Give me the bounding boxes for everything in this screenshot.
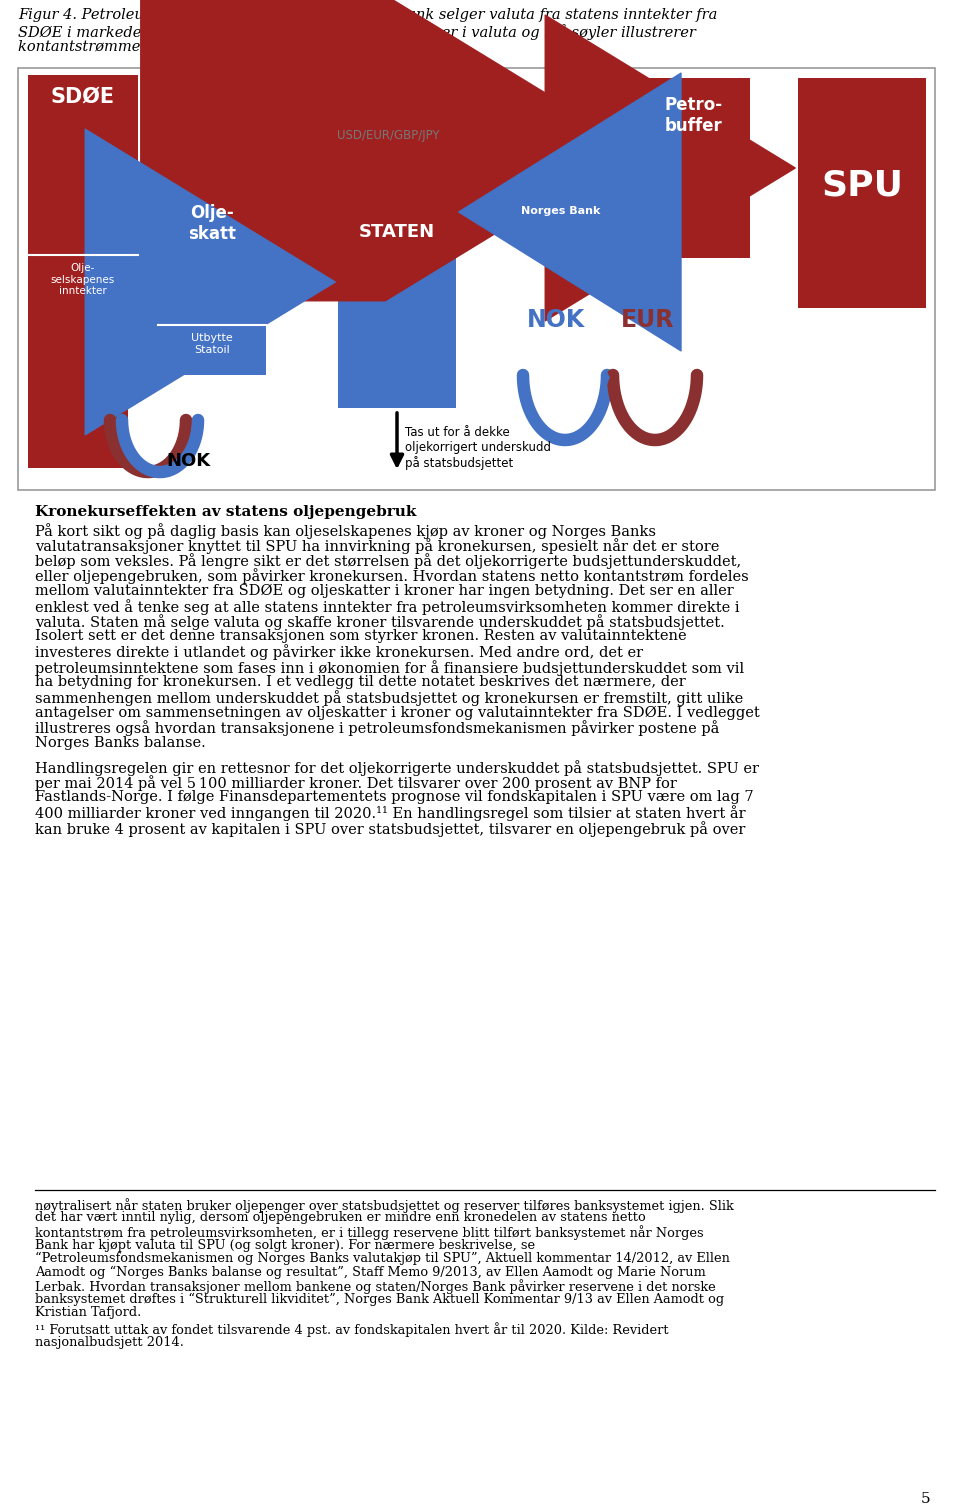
Text: Lerbak. Hvordan transaksjoner mellom bankene og staten/Norges Bank påvirker rese: Lerbak. Hvordan transaksjoner mellom ban… xyxy=(35,1280,716,1293)
Text: ¹¹ Forutsatt uttak av fondet tilsvarende 4 pst. av fondskapitalen hvert år til 2: ¹¹ Forutsatt uttak av fondet tilsvarende… xyxy=(35,1322,668,1337)
Text: mellom valutainntekter fra SDØE og oljeskatter i kroner har ingen betydning. Det: mellom valutainntekter fra SDØE og oljes… xyxy=(35,584,733,598)
Text: NOK: NOK xyxy=(527,308,586,332)
Text: petroleumsinntektene som fases inn i økonomien for å finansiere budsjettundersku: petroleumsinntektene som fases inn i øko… xyxy=(35,659,744,676)
Text: eller oljepengebruken, som påvirker kronekursen. Hvordan statens netto kontantst: eller oljepengebruken, som påvirker kron… xyxy=(35,569,749,584)
Text: valutatransaksjoner knyttet til SPU ha innvirkning på kronekursen, spesielt når : valutatransaksjoner knyttet til SPU ha i… xyxy=(35,539,719,554)
Text: Kronekurseffekten av statens oljepengebruk: Kronekurseffekten av statens oljepengebr… xyxy=(35,506,417,519)
Text: Aamodt og “Norges Banks balanse og resultat”, Staff Memo 9/2013, av Ellen Aamodt: Aamodt og “Norges Banks balanse og resul… xyxy=(35,1266,706,1278)
Text: investeres direkte i utlandet og påvirker ikke kronekursen. Med andre ord, det e: investeres direkte i utlandet og påvirke… xyxy=(35,644,643,661)
Text: USD/EUR/GBP/JPY: USD/EUR/GBP/JPY xyxy=(337,128,440,142)
Text: SPU: SPU xyxy=(821,167,903,202)
Text: kontantstrømmer i norske kroner.: kontantstrømmer i norske kroner. xyxy=(18,41,269,54)
Text: sammenhengen mellom underskuddet på statsbudsjettet og kronekursen er fremstilt,: sammenhengen mellom underskuddet på stat… xyxy=(35,690,743,706)
Bar xyxy=(18,68,935,490)
Text: Norges Banks balanse.: Norges Banks balanse. xyxy=(35,736,205,750)
Text: nøytralisert når staten bruker oljepenger over statsbudsjettet og reserver tilfø: nøytralisert når staten bruker oljepenge… xyxy=(35,1198,733,1213)
Bar xyxy=(638,78,750,258)
Text: kan bruke 4 prosent av kapitalen i SPU over statsbudsjettet, tilsvarer en oljepe: kan bruke 4 prosent av kapitalen i SPU o… xyxy=(35,821,745,836)
Text: EUR: EUR xyxy=(621,308,675,332)
Text: Isolert sett er det denne transaksjonen som styrker kronen. Resten av valutainnt: Isolert sett er det denne transaksjonen … xyxy=(35,629,686,643)
Bar xyxy=(158,190,266,376)
Text: 400 milliarder kroner ved inngangen til 2020.¹¹ En handlingsregel som tilsier at: 400 milliarder kroner ved inngangen til … xyxy=(35,806,746,821)
Text: beløp som veksles. På lengre sikt er det størrelsen på det oljekorrigerte budsje: beløp som veksles. På lengre sikt er det… xyxy=(35,554,741,569)
Text: Norges Bank: Norges Bank xyxy=(521,205,601,216)
Text: Bank har kjøpt valuta til SPU (og solgt kroner). For nærmere beskrivelse, se: Bank har kjøpt valuta til SPU (og solgt … xyxy=(35,1239,535,1251)
Text: SDØE: SDØE xyxy=(51,88,115,107)
Text: Figur 4. Petroleumsfondsmekanismen, der Norges Bank selger valuta fra statens in: Figur 4. Petroleumsfondsmekanismen, der … xyxy=(18,8,717,23)
Text: På kort sikt og på daglig basis kan oljeselskapenes kjøp av kroner og Norges Ban: På kort sikt og på daglig basis kan olje… xyxy=(35,524,656,539)
Text: Olje-
selskapenes
inntekter: Olje- selskapenes inntekter xyxy=(51,263,115,296)
Text: antagelser om sammensetningen av oljeskatter i kroner og valutainntekter fra SDØ: antagelser om sammensetningen av oljeska… xyxy=(35,705,759,720)
Text: illustreres også hvordan transaksjonene i petroleumsfondsmekanismen påvirker pos: illustreres også hvordan transaksjonene … xyxy=(35,721,719,736)
Text: valuta. Staten må selge valuta og skaffe kroner tilsvarende underskuddet på stat: valuta. Staten må selge valuta og skaffe… xyxy=(35,614,725,631)
Text: ha betydning for kronekursen. I et vedlegg til dette notatet beskrives det nærme: ha betydning for kronekursen. I et vedle… xyxy=(35,675,685,690)
Text: Handlingsregelen gir en rettesnor for det oljekorrigerte underskuddet på statsbu: Handlingsregelen gir en rettesnor for de… xyxy=(35,761,759,776)
Text: SDØE i markedet. Røde søyler illustrerer kontantstrømmer i valuta og blå søyler : SDØE i markedet. Røde søyler illustrerer… xyxy=(18,24,696,39)
Bar xyxy=(338,167,456,178)
Bar xyxy=(338,167,456,407)
Text: NOK: NOK xyxy=(166,453,210,469)
Text: Petro-
buffer: Petro- buffer xyxy=(665,97,723,134)
Text: Fastlands-Norge. I følge Finansdepartementets prognose vil fondskapitalen i SPU : Fastlands-Norge. I følge Finansdeparteme… xyxy=(35,791,754,804)
Bar xyxy=(505,190,617,235)
Bar xyxy=(28,389,128,468)
Text: Olje-
skatt: Olje- skatt xyxy=(188,204,236,243)
Text: Tas ut for å dekke
oljekorrigert underskudd
på statsbudsjettet: Tas ut for å dekke oljekorrigert undersk… xyxy=(405,426,551,471)
Text: per mai 2014 på vel 5 100 milliarder kroner. Det tilsvarer over 200 prosent av B: per mai 2014 på vel 5 100 milliarder kro… xyxy=(35,776,677,791)
Text: 5: 5 xyxy=(921,1492,930,1506)
Text: Utbytte
Statoil: Utbytte Statoil xyxy=(191,333,233,355)
Bar xyxy=(798,78,926,308)
Text: “Petroleumsfondsmekanismen og Norges Banks valutakjøp til SPU”, Aktuell kommenta: “Petroleumsfondsmekanismen og Norges Ban… xyxy=(35,1252,730,1265)
Text: nasjonalbudsjett 2014.: nasjonalbudsjett 2014. xyxy=(35,1335,184,1349)
Text: enklest ved å tenke seg at alle statens inntekter fra petroleumsvirksomheten kom: enklest ved å tenke seg at alle statens … xyxy=(35,599,739,614)
Bar xyxy=(28,75,138,395)
Text: Valuta: Valuta xyxy=(48,453,112,469)
Text: det har vært inntil nylig, dersom oljepengebruken er mindre enn kronedelen av st: det har vært inntil nylig, dersom oljepe… xyxy=(35,1212,646,1224)
Text: STATEN: STATEN xyxy=(359,223,435,241)
Text: Kristian Tafjord.: Kristian Tafjord. xyxy=(35,1305,141,1319)
Text: banksystemet drøftes i “Strukturell likviditet”, Norges Bank Aktuell Kommentar 9: banksystemet drøftes i “Strukturell likv… xyxy=(35,1293,724,1305)
Text: kontantstrøm fra petroleumsvirksomheten, er i tillegg reservene blitt tilført ba: kontantstrøm fra petroleumsvirksomheten,… xyxy=(35,1225,704,1240)
